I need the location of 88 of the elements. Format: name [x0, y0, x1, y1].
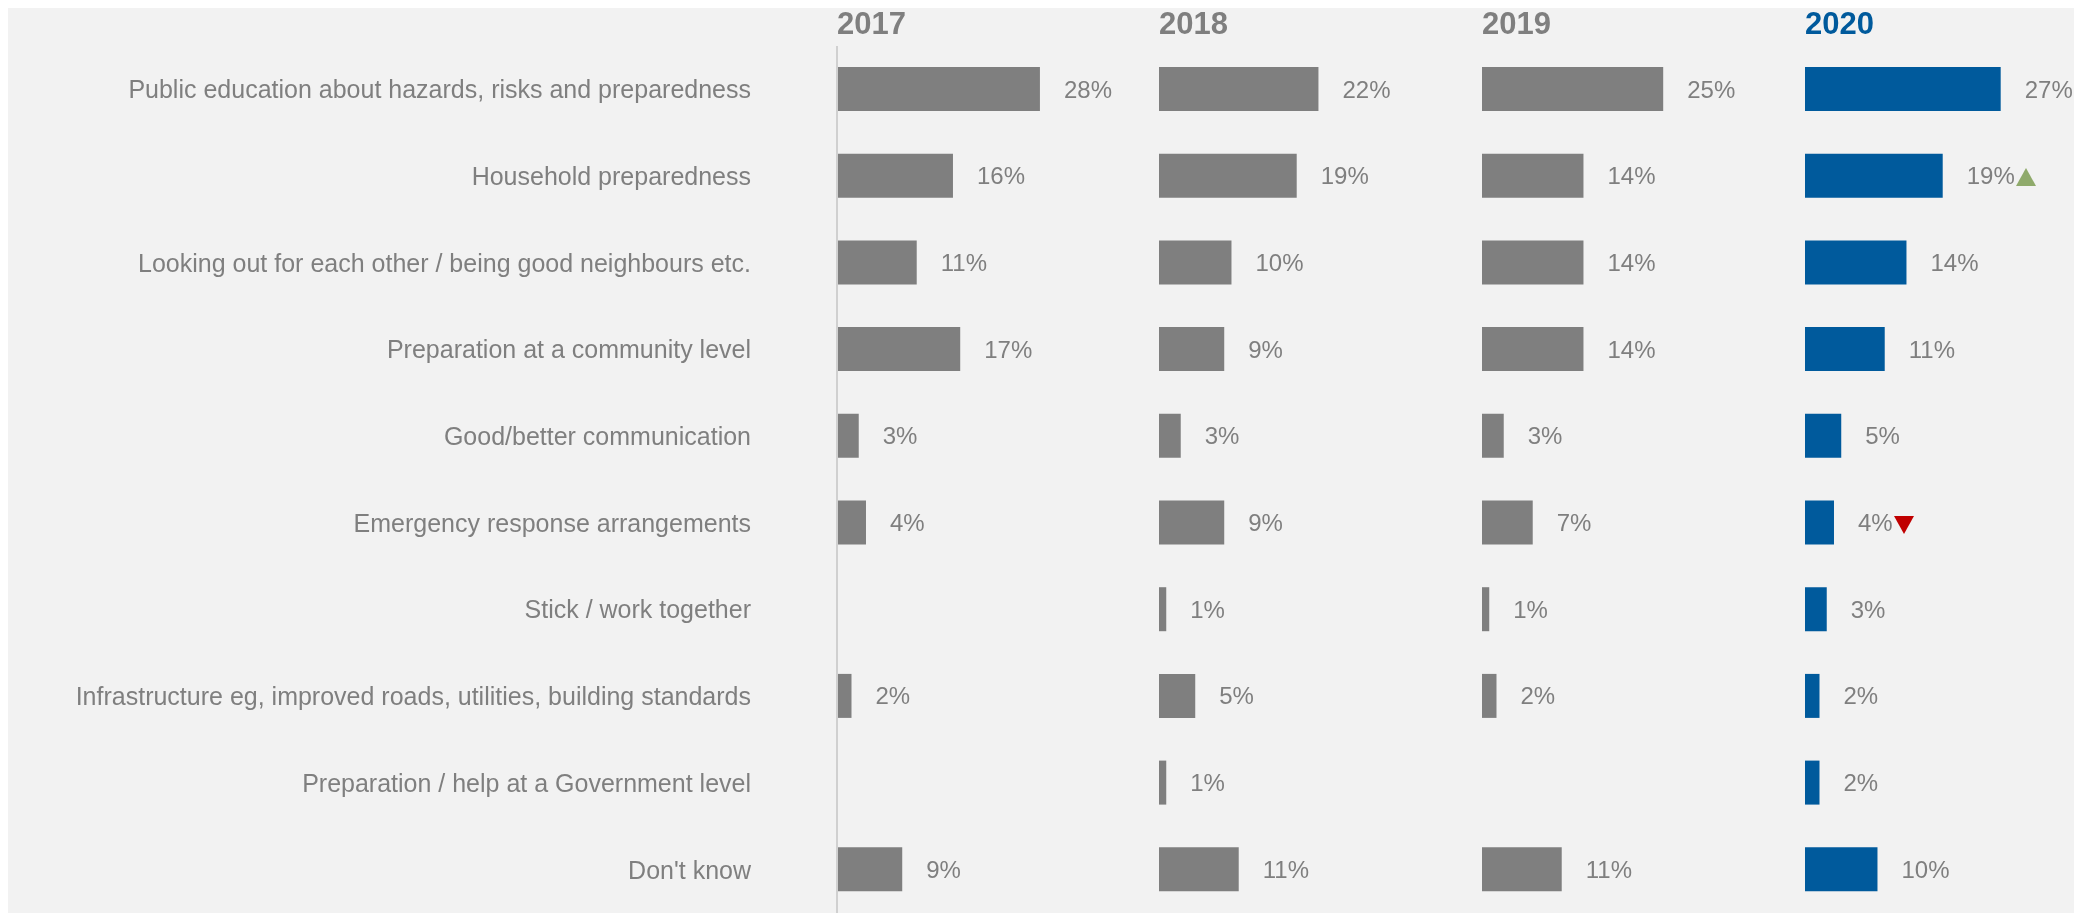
bar: [837, 413, 859, 458]
data-label: 19%: [1966, 162, 2015, 190]
y-tick-label: Preparation at a community level: [386, 335, 751, 364]
data-label: 25%: [1687, 75, 1736, 103]
bar: [1482, 500, 1533, 545]
bar: [837, 240, 917, 285]
data-label: 14%: [1607, 335, 1656, 363]
y-tick-label: Household preparedness: [471, 161, 751, 190]
bar: [1805, 847, 1878, 892]
data-label: 10%: [1255, 248, 1304, 276]
bar: [1482, 67, 1664, 111]
y-tick-label: Don't know: [628, 855, 752, 884]
data-label: 4%: [1857, 509, 1893, 537]
bar: [1159, 153, 1297, 198]
data-label: 3%: [1527, 422, 1563, 450]
data-label: 2%: [1520, 682, 1556, 710]
data-label: 7%: [1556, 509, 1592, 537]
data-label: 1%: [1190, 595, 1225, 623]
y-tick-label: Looking out for each other / being good neighbours etc.: [138, 248, 751, 277]
data-label: 27%: [2024, 75, 2073, 103]
bar: [1159, 240, 1232, 285]
data-label: 9%: [1248, 509, 1283, 537]
bar: [1159, 673, 1196, 718]
bar: [837, 153, 953, 198]
data-label: 14%: [1930, 248, 1979, 276]
chart-title: 2020: [1805, 6, 1874, 42]
bar: [1805, 587, 1827, 632]
data-label: 1%: [1513, 595, 1548, 623]
bar: [1159, 500, 1225, 545]
data-label: 9%: [1248, 335, 1283, 363]
data-label: 2%: [1843, 682, 1879, 710]
chart-title: 2018: [1159, 6, 1228, 42]
data-label: 11%: [1585, 855, 1632, 883]
data-label: 11%: [1908, 335, 1955, 363]
y-tick-label: Preparation / help at a Government level: [302, 768, 751, 797]
bar: [1482, 413, 1504, 458]
bar: [837, 847, 903, 892]
data-label: 2%: [1843, 769, 1879, 797]
y-tick-label: Emergency response arrangements: [353, 508, 751, 537]
data-label: 14%: [1607, 248, 1656, 276]
bar: [1159, 847, 1239, 892]
bar: [837, 673, 852, 718]
y-tick-label: Stick / work together: [524, 595, 751, 624]
data-label: 28%: [1063, 75, 1112, 103]
data-label: 17%: [984, 335, 1033, 363]
bar: [1482, 153, 1584, 198]
data-label: 4%: [889, 509, 925, 537]
bar: [1805, 327, 1885, 372]
bar: [1805, 413, 1842, 458]
data-label: 3%: [882, 422, 918, 450]
data-label: 22%: [1342, 75, 1391, 103]
data-label: 11%: [940, 248, 987, 276]
data-label: 19%: [1320, 162, 1369, 190]
data-label: 10%: [1901, 855, 1950, 883]
bar: [1805, 67, 2001, 111]
data-label: 3%: [1204, 422, 1240, 450]
bar: [837, 327, 961, 372]
y-tick-label: Good/better communication: [443, 422, 751, 451]
bar: [1805, 500, 1834, 545]
bar: [1482, 673, 1497, 718]
bar: [1482, 587, 1490, 632]
bar: [1805, 673, 1820, 718]
data-label: 5%: [1219, 682, 1254, 710]
bar: [837, 67, 1040, 111]
bar: [1482, 327, 1584, 372]
bar: [1805, 240, 1907, 285]
bar: [1159, 413, 1181, 458]
bar: [1482, 240, 1584, 285]
data-label: 2%: [875, 682, 911, 710]
chart-title: 2019: [1482, 6, 1551, 42]
data-label: 5%: [1865, 422, 1900, 450]
bar: [1159, 760, 1167, 805]
y-tick-label: Infrastructure eg, improved roads, utilities, building standards: [75, 682, 751, 711]
data-label: 1%: [1190, 769, 1225, 797]
y-tick-label: Public education about hazards, risks and preparedness: [128, 75, 751, 104]
data-label: 11%: [1262, 855, 1309, 883]
bar: [1482, 847, 1562, 892]
chart-title: 2017: [837, 6, 906, 42]
data-label: 3%: [1850, 595, 1886, 623]
data-label: 9%: [926, 855, 961, 883]
bar: [1159, 67, 1319, 111]
bar: [1159, 327, 1225, 372]
bar: [1159, 587, 1167, 632]
bar: [1805, 760, 1820, 805]
bar: [1805, 153, 1943, 198]
data-label: 16%: [976, 162, 1026, 190]
data-label: 14%: [1607, 162, 1656, 190]
bar: [837, 500, 866, 545]
